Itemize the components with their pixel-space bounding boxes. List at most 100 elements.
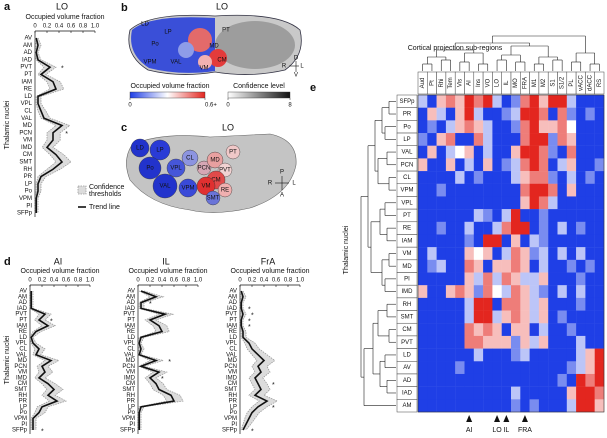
heatmap-cell — [529, 399, 540, 413]
heatmap-cell — [492, 297, 502, 311]
heatmap-cell — [529, 272, 540, 286]
heatmap-cell — [529, 310, 540, 324]
significance-star: * — [149, 301, 152, 308]
heatmap-cell — [511, 335, 521, 349]
heatmap-cell — [483, 373, 493, 387]
heatmap-cell — [585, 171, 595, 184]
heatmap-cell — [436, 323, 447, 337]
row-label: SFPp — [399, 99, 415, 105]
heatmap-cell — [455, 310, 465, 324]
heatmap-cell — [501, 247, 512, 261]
heatmap-cell — [548, 297, 558, 311]
heatmap-cell — [455, 183, 465, 197]
heatmap-cell — [548, 171, 558, 184]
nucleus-region — [152, 173, 178, 199]
heatmap-cell — [520, 386, 530, 400]
significance-star: * — [248, 318, 251, 325]
heatmap-cell — [464, 120, 474, 134]
y-tick-label: VPL — [124, 341, 136, 347]
heatmap-cell — [520, 133, 530, 146]
significance-star: * — [251, 313, 254, 320]
nucleus-label: VM — [200, 66, 209, 72]
arrow-label: LO — [492, 427, 502, 434]
row-label: VM — [403, 251, 412, 257]
heatmap-cell — [548, 272, 558, 286]
heatmap-cell — [483, 171, 493, 184]
heatmap-cell — [566, 297, 577, 311]
y-tick-label: LP — [230, 404, 237, 410]
heatmap-cell — [436, 272, 447, 286]
significance-star: * — [168, 359, 171, 366]
heatmap-cell — [473, 335, 484, 349]
heatmap-cell — [566, 348, 577, 362]
y-tick-label: MD — [18, 358, 28, 364]
heatmap-cell — [548, 209, 558, 222]
heatmap-cell — [427, 373, 437, 387]
heatmap-cell — [585, 247, 595, 261]
heatmap-cell — [585, 323, 595, 337]
heatmap-cell — [594, 107, 605, 121]
heatmap-cell — [585, 183, 595, 197]
column-label: dACC — [588, 74, 594, 91]
confidence-high — [32, 291, 68, 430]
row-label: PI — [404, 276, 410, 282]
heatmap-cell — [557, 221, 567, 235]
nucleus-region — [206, 151, 224, 169]
heatmap-cell — [548, 323, 558, 337]
heatmap-cell — [557, 272, 567, 286]
heatmap-cell — [511, 361, 521, 375]
trend-line — [138, 290, 176, 430]
heatmap-cell — [483, 196, 493, 210]
row-label: AM — [403, 403, 412, 409]
y-tick-label: IAM — [16, 323, 27, 329]
y-tick-label: IAD — [227, 306, 238, 312]
y-tick-label: AM — [18, 294, 27, 300]
heatmap-cell — [473, 247, 484, 261]
heatmap-cell — [436, 399, 447, 413]
heatmap-cell — [594, 120, 605, 134]
panel-title: IL — [162, 256, 170, 266]
heatmap-cell — [520, 285, 530, 299]
heatmap-cell — [473, 196, 484, 210]
heatmap-cell — [520, 171, 530, 184]
heatmap-cell — [576, 145, 586, 159]
heatmap-frame — [417, 94, 605, 413]
colorbar-tick-label: 0 — [226, 103, 230, 109]
colorbar-tick-label: 0.6+ — [205, 103, 217, 109]
heatmap-cell — [455, 196, 465, 210]
heatmap-cell — [566, 285, 577, 299]
row-label: IMD — [402, 289, 414, 295]
heatmap-cell — [445, 323, 456, 337]
column-label: FRA — [523, 77, 529, 89]
heatmap-cell — [436, 335, 447, 349]
heatmap-cell — [501, 158, 512, 172]
y-tick-label: SFPp — [120, 428, 136, 434]
nucleus-region — [225, 144, 241, 160]
y-tick-label: PR — [24, 174, 33, 180]
nucleus-region — [196, 176, 216, 196]
heatmap-cell — [538, 171, 549, 184]
heatmap-cell — [418, 107, 428, 121]
heatmap-cell — [538, 158, 549, 172]
row-label: SMT — [401, 314, 414, 320]
heatmap-cell — [483, 348, 493, 362]
nucleus-region — [196, 160, 212, 176]
heatmap-cell — [473, 183, 484, 197]
arrow-label: AI — [466, 427, 473, 434]
y-tick-label: PI — [21, 422, 27, 428]
y-tick-label: VAL — [226, 352, 238, 358]
column-label: M2 — [541, 78, 547, 87]
y-axis-label: Thalamic nuclei — [4, 100, 11, 149]
heatmap-cell — [585, 361, 595, 375]
y-tick-label: IAM — [124, 323, 135, 329]
x-tick-label: 0.8 — [182, 278, 191, 284]
heatmap-cell — [529, 247, 540, 261]
heatmap-cell — [473, 234, 484, 248]
nucleus-label: SMT — [207, 196, 220, 202]
x-tick-label: 0.6 — [170, 278, 179, 284]
y-tick-label: CM — [18, 381, 27, 387]
confidence-high — [140, 290, 184, 430]
heatmap-cell — [576, 310, 586, 324]
heatmap-cell — [520, 361, 530, 375]
heatmap-cell — [566, 171, 577, 184]
